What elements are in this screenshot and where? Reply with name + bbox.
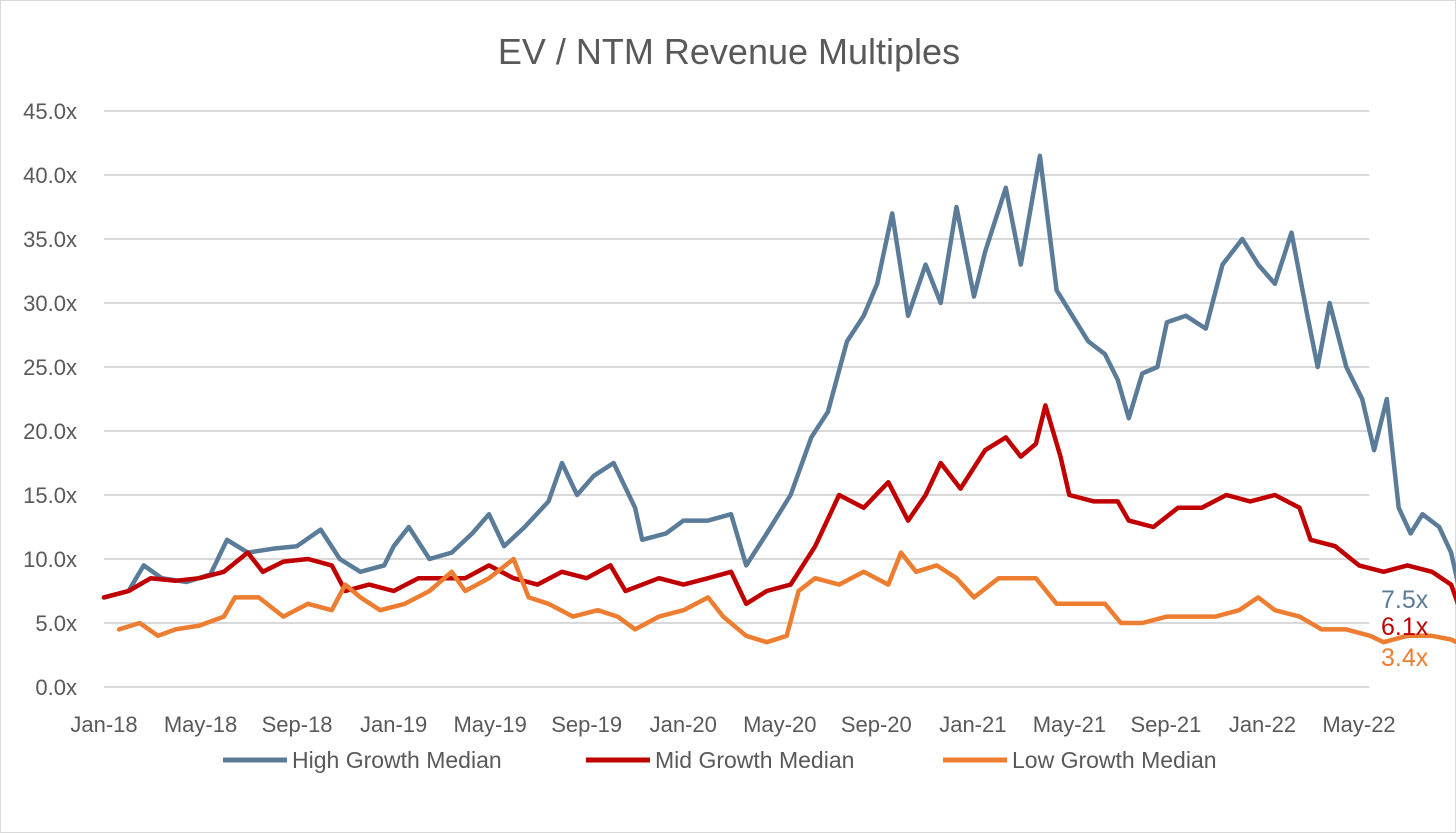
x-tick-label: Jan-18 xyxy=(70,712,137,737)
x-tick-label: May-21 xyxy=(1033,712,1106,737)
y-tick-label: 20.0x xyxy=(23,419,77,444)
y-tick-label: 45.0x xyxy=(23,99,77,124)
y-tick-label: 15.0x xyxy=(23,483,77,508)
x-tick-label: Jan-20 xyxy=(650,712,717,737)
y-tick-label: 35.0x xyxy=(23,227,77,252)
legend-item: Mid Growth Median xyxy=(586,747,854,773)
series-lines xyxy=(101,153,1456,645)
x-tick-label: Jan-22 xyxy=(1229,712,1296,737)
y-axis-ticks: 0.0x 5.0x 10.0x 15.0x 20.0x 25.0x 30.0x 35.0x 40… xyxy=(23,99,77,700)
end-value-labels: 7.5x6.1x 3.4x xyxy=(1381,586,1429,672)
series-line-2 xyxy=(116,550,1456,645)
x-axis-ticks: Jan-18 May-18 Sep-18 Jan-19 May-19 Sep-19 Jan-… xyxy=(70,712,1395,737)
x-tick-label: Sep-18 xyxy=(262,712,333,737)
legend-label: Mid Growth Median xyxy=(655,747,854,773)
y-tick-label: 10.0x xyxy=(23,547,77,572)
x-tick-label: May-22 xyxy=(1322,712,1395,737)
legend-item: High Growth Median xyxy=(223,747,502,773)
series-line-0 xyxy=(101,153,1456,600)
x-tick-label: Sep-21 xyxy=(1130,712,1201,737)
x-tick-label: May-20 xyxy=(743,712,816,737)
x-tick-label: Jan-21 xyxy=(939,712,1006,737)
y-tick-label: 30.0x xyxy=(23,291,77,316)
gridlines xyxy=(104,110,1369,688)
legend-label: High Growth Median xyxy=(292,747,502,773)
x-tick-label: May-18 xyxy=(164,712,237,737)
end-value-label: 3.4x xyxy=(1381,644,1429,672)
legend: High Growth Median Mid Growth Median Low G… xyxy=(223,747,1217,773)
y-tick-label: 5.0x xyxy=(35,611,77,636)
chart-title: EV / NTM Revenue Multiples xyxy=(498,31,960,72)
end-value-label: 7.5x xyxy=(1381,586,1429,614)
y-tick-label: 40.0x xyxy=(23,163,77,188)
series-line-1 xyxy=(101,403,1456,607)
y-tick-label: 25.0x xyxy=(23,355,77,380)
y-tick-label: 0.0x xyxy=(35,675,77,700)
legend-label: Low Growth Median xyxy=(1012,747,1217,773)
x-tick-label: May-19 xyxy=(453,712,526,737)
legend-item: Low Growth Median xyxy=(943,747,1217,773)
x-tick-label: Sep-20 xyxy=(841,712,912,737)
x-tick-label: Jan-19 xyxy=(360,712,427,737)
end-value-label: 6.1x xyxy=(1381,613,1429,641)
x-tick-label: Sep-19 xyxy=(551,712,622,737)
